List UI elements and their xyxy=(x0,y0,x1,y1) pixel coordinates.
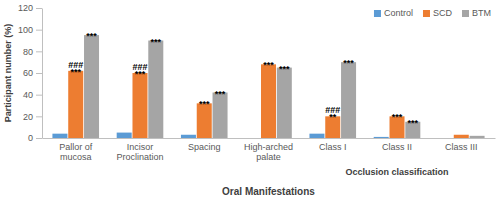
x-tick-label: High-archedpalate xyxy=(244,142,293,162)
y-tick-label: 0 xyxy=(28,133,33,143)
y-tick: 80 xyxy=(23,47,42,57)
significance-mark: *** xyxy=(151,37,162,47)
legend-item: SCD xyxy=(423,8,453,18)
y-tick-label: 120 xyxy=(18,3,33,13)
bar xyxy=(341,62,356,138)
x-tick-label: IncisorProclination xyxy=(116,142,163,162)
y-axis-line xyxy=(42,9,43,139)
bar xyxy=(181,135,196,138)
significance-mark: *** xyxy=(215,89,226,99)
significance-mark: *** xyxy=(263,60,274,70)
legend-label: BTM xyxy=(472,8,491,18)
x-tick: IncisorProclination xyxy=(116,138,163,162)
x-tick: Spacing xyxy=(188,138,221,152)
legend-label: Control xyxy=(384,8,413,18)
y-tick-label: 60 xyxy=(23,68,33,78)
legend-label: SCD xyxy=(433,8,453,18)
x-tick-label: Pallor ofmucosa xyxy=(59,142,93,162)
y-axis: 0 20 40 60 80 100 120 xyxy=(18,3,43,143)
bar xyxy=(454,135,469,138)
significance-mark: *** xyxy=(86,31,97,41)
x-tick: Pallor ofmucosa xyxy=(59,138,93,162)
y-tick-label: 100 xyxy=(18,25,33,35)
x-group-label: Occlusion classification xyxy=(345,167,448,177)
legend-swatch xyxy=(374,10,381,17)
legend-swatch xyxy=(423,10,430,17)
y-tick-mark xyxy=(36,73,42,74)
legend-swatch xyxy=(462,10,469,17)
x-tick-label: Class I xyxy=(319,142,347,152)
significance-mark: *** xyxy=(392,112,403,122)
significance-mark: *** xyxy=(135,69,146,79)
y-tick-label: 80 xyxy=(23,47,33,57)
legend-item: Control xyxy=(374,8,413,18)
x-tick-label: Spacing xyxy=(188,142,221,152)
bar xyxy=(84,35,99,138)
y-tick-mark xyxy=(36,8,42,9)
bar xyxy=(68,71,83,138)
x-tick-label: Class II xyxy=(382,142,412,152)
y-tick-mark xyxy=(36,116,42,117)
y-tick: 20 xyxy=(23,112,42,122)
bar xyxy=(261,64,276,138)
y-tick: 60 xyxy=(23,68,42,78)
bar xyxy=(132,73,147,138)
bar xyxy=(148,41,163,139)
significance-mark: *** xyxy=(279,64,290,74)
x-axis-title: Oral Manifestations xyxy=(222,186,315,197)
x-axis: Pallor ofmucosa IncisorProclination Spacin… xyxy=(43,138,496,162)
x-tick: Class I xyxy=(319,138,347,152)
significance-mark: ** xyxy=(329,112,337,122)
y-tick-mark xyxy=(36,51,42,52)
y-tick-label: 40 xyxy=(23,90,33,100)
x-tick: Class III xyxy=(445,138,478,152)
bar xyxy=(438,138,453,139)
significance-mark: *** xyxy=(408,118,419,128)
legend-item: BTM xyxy=(462,8,491,18)
y-tick-mark xyxy=(36,138,42,139)
y-axis-title: Participant number (%) xyxy=(3,24,13,123)
x-tick: High-archedpalate xyxy=(244,138,293,162)
bar xyxy=(374,137,389,138)
x-tick: Class II xyxy=(382,138,412,152)
bar xyxy=(117,133,132,138)
legend: Control SCD BTM xyxy=(374,8,491,18)
bar xyxy=(213,93,228,139)
y-tick: 120 xyxy=(18,3,42,13)
bar xyxy=(470,136,485,138)
bars xyxy=(52,35,484,138)
y-tick: 0 xyxy=(28,133,42,143)
y-tick: 100 xyxy=(18,25,42,35)
significance-mark: *** xyxy=(343,58,354,68)
bar xyxy=(277,68,292,138)
annotations: ###***###*********###*******************… xyxy=(68,31,418,128)
y-tick-mark xyxy=(36,95,42,96)
bar xyxy=(245,138,260,139)
bar xyxy=(52,134,67,138)
significance-mark: *** xyxy=(199,99,210,109)
significance-mark: *** xyxy=(70,67,81,77)
y-tick: 40 xyxy=(23,90,42,100)
y-tick-label: 20 xyxy=(23,112,33,122)
x-tick-label: Class III xyxy=(445,142,478,152)
y-tick-mark xyxy=(36,30,42,31)
bar xyxy=(309,134,324,138)
x-axis-line xyxy=(43,138,496,139)
